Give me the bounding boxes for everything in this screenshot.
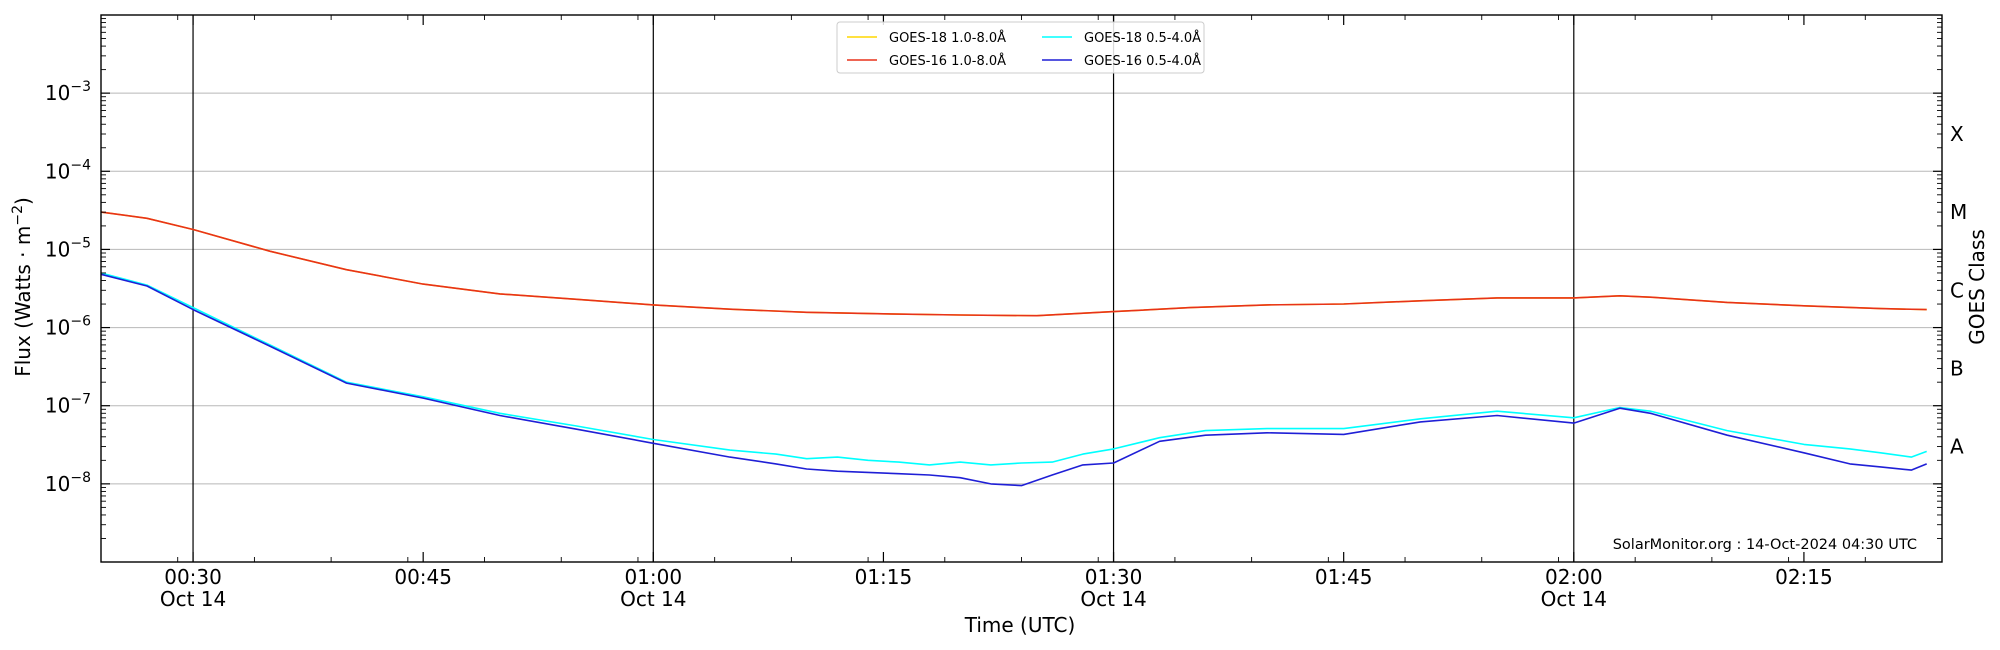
goes-class-a: A	[1950, 435, 1964, 459]
goes-class-b: B	[1950, 356, 1964, 380]
goes-class-axis-label: GOES Class	[1965, 229, 1989, 345]
x-tick-label: 01:30	[1085, 565, 1143, 589]
x-tick-label: 01:00	[624, 565, 682, 589]
x-tick-date-label: Oct 14	[160, 587, 226, 611]
legend: GOES-18 1.0-8.0Å GOES-16 1.0-8.0Å GOES-18 …	[836, 21, 1205, 74]
goes-class-labels: A B C M X	[1950, 122, 1967, 459]
x-tick-label: 02:00	[1545, 565, 1603, 589]
x-tick-date-label: Oct 14	[1541, 587, 1607, 611]
y-axis-label: Flux (Watts · m−2)	[10, 197, 35, 377]
y-tick-exponent: −4	[70, 157, 91, 173]
y-axis-label-base: Flux (Watts · m	[11, 226, 35, 377]
y-tick-exponent: −3	[70, 79, 91, 95]
goes-class-x: X	[1950, 122, 1964, 146]
y-tick-base: 10	[45, 316, 70, 340]
x-axis-label: Time (UTC)	[964, 613, 1076, 637]
x-tick-label: 01:45	[1315, 565, 1373, 589]
x-tick-label: 01:15	[855, 565, 913, 589]
y-axis-label-exponent: −2	[10, 205, 26, 226]
series-line-3	[100, 273, 1927, 487]
x-tick-label: 02:15	[1775, 565, 1833, 589]
day-vertical-lines	[192, 15, 1575, 562]
grid-layer	[101, 92, 1942, 485]
legend-entry: GOES-18 0.5-4.0Å	[1084, 30, 1201, 46]
legend-box	[836, 21, 1205, 74]
x-tick-date-label: Oct 14	[1080, 587, 1146, 611]
legend-entry: GOES-16 1.0-8.0Å	[889, 53, 1006, 69]
x-tick-label: 00:45	[394, 565, 452, 589]
y-tick-label: 10−7	[45, 392, 91, 418]
y-tick-base: 10	[45, 81, 70, 105]
series-line-2	[100, 272, 1927, 466]
series-layer	[100, 211, 1927, 487]
y-tick-label: 10−8	[45, 470, 91, 496]
y-tick-exponent: −6	[70, 314, 91, 330]
credit-text: SolarMonitor.org : 14-Oct-2024 04:30 UTC	[1613, 537, 1917, 553]
y-tick-label: 10−4	[45, 157, 91, 183]
goes-class-m: M	[1950, 200, 1967, 224]
series-line-1	[100, 211, 1927, 317]
y-axis-ticks: 10−810−710−610−510−410−3	[45, 18, 1942, 539]
y-tick-base: 10	[45, 159, 70, 183]
y-tick-base: 10	[45, 237, 70, 261]
y-tick-exponent: −5	[70, 235, 91, 251]
y-tick-label: 10−5	[45, 235, 91, 261]
x-tick-label: 00:30	[164, 565, 222, 589]
legend-entry: GOES-18 1.0-8.0Å	[889, 30, 1006, 46]
y-axis-label-end: )	[11, 197, 35, 205]
y-tick-label: 10−6	[45, 314, 91, 340]
x-tick-date-label: Oct 14	[620, 587, 686, 611]
legend-entry: GOES-16 0.5-4.0Å	[1084, 53, 1201, 69]
y-tick-exponent: −8	[70, 470, 91, 486]
y-tick-base: 10	[45, 472, 70, 496]
y-tick-base: 10	[45, 394, 70, 418]
y-tick-label: 10−3	[45, 79, 91, 105]
y-tick-exponent: −7	[70, 392, 91, 408]
goes-class-c: C	[1950, 278, 1964, 302]
